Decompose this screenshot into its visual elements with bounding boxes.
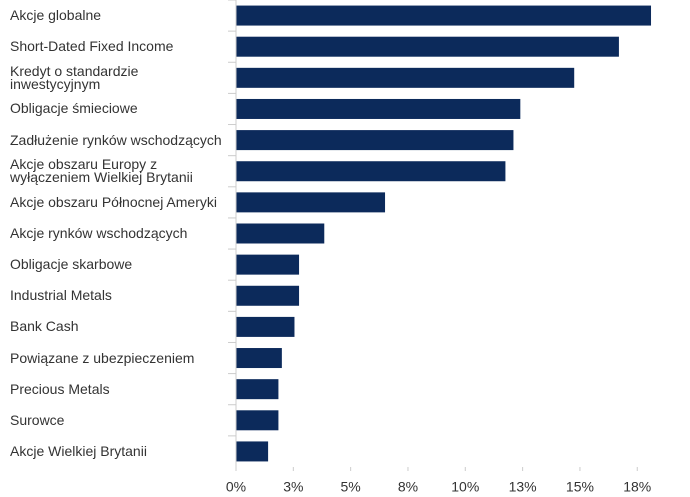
bar [236, 192, 386, 213]
bar [236, 285, 300, 306]
y-tick-label: Kredyt o standardzie inwestycyjnym [10, 62, 139, 92]
bar [236, 98, 521, 119]
x-tick-label: 3% [283, 479, 303, 495]
bar [236, 130, 514, 151]
y-tick-label: Akcje Wielkiej Brytanii [10, 442, 147, 459]
bar [236, 223, 325, 244]
x-tick-label: 15% [566, 479, 594, 495]
bar [236, 5, 652, 26]
y-tick-label: Akcje obszaru Północnej Ameryki [10, 193, 217, 210]
bar [236, 36, 619, 57]
y-tick-label: Akcje obszaru Europy z wyłączeniem Wielk… [10, 156, 193, 186]
bar [236, 410, 279, 431]
y-tick-label: Powiązane z ubezpieczeniem [10, 349, 195, 366]
y-tick-label: Short-Dated Fixed Income [10, 38, 174, 55]
y-tick-label: Surowce [10, 411, 65, 428]
y-tick-label: Industrial Metals [10, 287, 112, 304]
bar [236, 67, 575, 88]
bar [236, 161, 506, 182]
bar [236, 316, 295, 337]
x-tick-label: 8% [398, 479, 418, 495]
bar [236, 254, 300, 275]
y-tick-label: Akcje rynków wschodzących [10, 225, 188, 241]
y-tick-label: Akcje globalne [10, 7, 102, 24]
y-tick-label: Obligacje skarbowe [10, 256, 133, 273]
x-tick-label: 5% [341, 479, 361, 495]
y-tick-label: Bank Cash [10, 318, 79, 335]
x-tick-label: 0% [226, 479, 246, 495]
bar [236, 441, 269, 462]
y-tick-label: Zadłużenie rynków wschodzących [10, 131, 222, 148]
x-tick-label: 13% [509, 479, 537, 495]
x-tick-label: 10% [451, 479, 479, 495]
y-tick-label: Obligacje śmieciowe [10, 100, 138, 117]
bar [236, 379, 279, 400]
bar [236, 348, 282, 369]
x-tick-label: 18% [623, 479, 651, 495]
y-tick-label: Precious Metals [10, 380, 110, 397]
